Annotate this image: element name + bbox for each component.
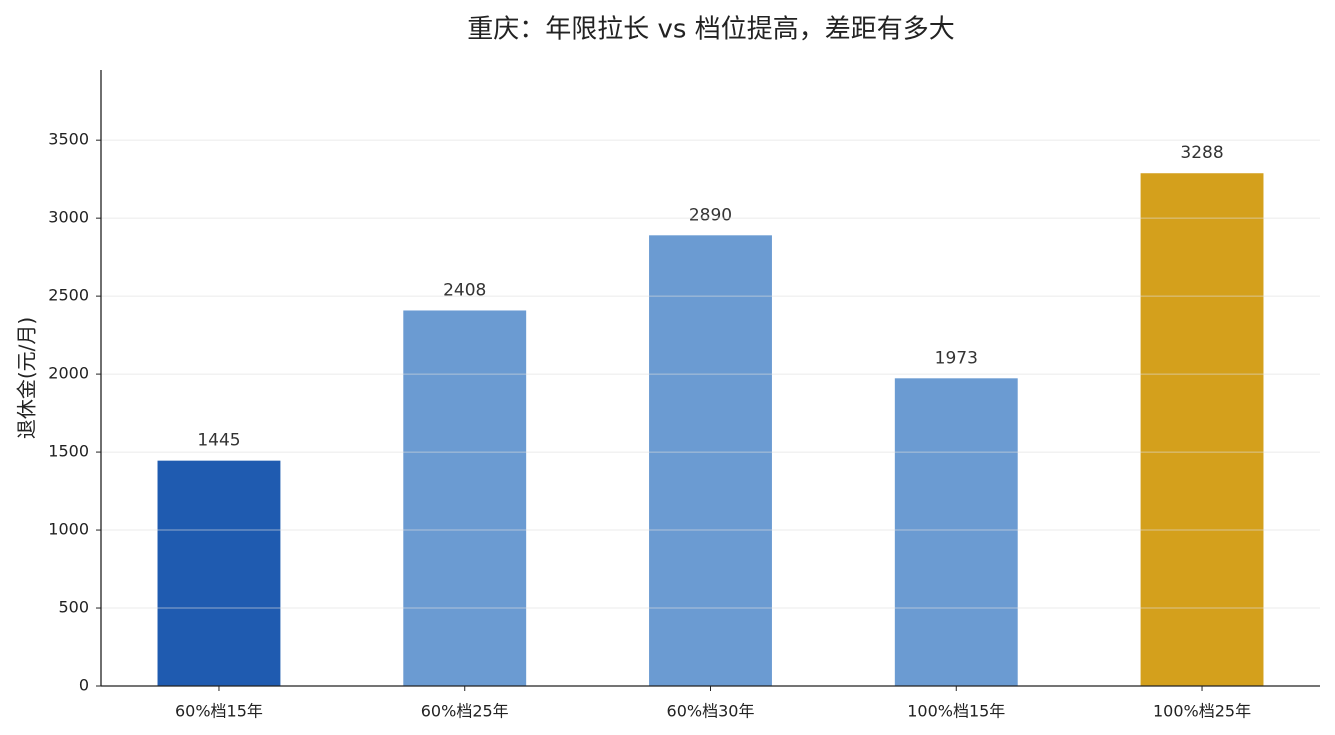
bar [894,378,1018,686]
y-tick-label: 1000 [48,520,89,539]
y-axis-label: 退休金(元/月) [15,317,39,439]
x-tick-label: 60%档30年 [667,702,755,721]
data-label: 3288 [1180,143,1223,163]
x-tick-label: 100%档25年 [1153,702,1251,721]
data-label: 2890 [689,205,732,225]
x-tick-label: 100%档15年 [907,702,1005,721]
y-tick-label: 3000 [48,208,89,227]
y-tick-label: 500 [58,598,89,617]
x-tick-label: 60%档25年 [421,702,509,721]
y-tick-label: 2000 [48,364,89,383]
x-tick-label: 60%档15年 [175,702,263,721]
chart-title: 重庆：年限拉长 vs 档位提高，差距有多大 [467,15,954,45]
bar [1140,173,1264,687]
data-label: 1445 [197,431,240,451]
y-tick-label: 3500 [48,130,89,149]
bar [403,310,527,686]
y-tick-label: 1500 [48,442,89,461]
data-label: 2408 [443,280,486,300]
bar [649,235,772,686]
y-tick-label: 2500 [48,286,89,305]
bar [157,460,281,686]
y-tick-label: 0 [79,676,89,695]
data-label: 1973 [935,348,978,368]
